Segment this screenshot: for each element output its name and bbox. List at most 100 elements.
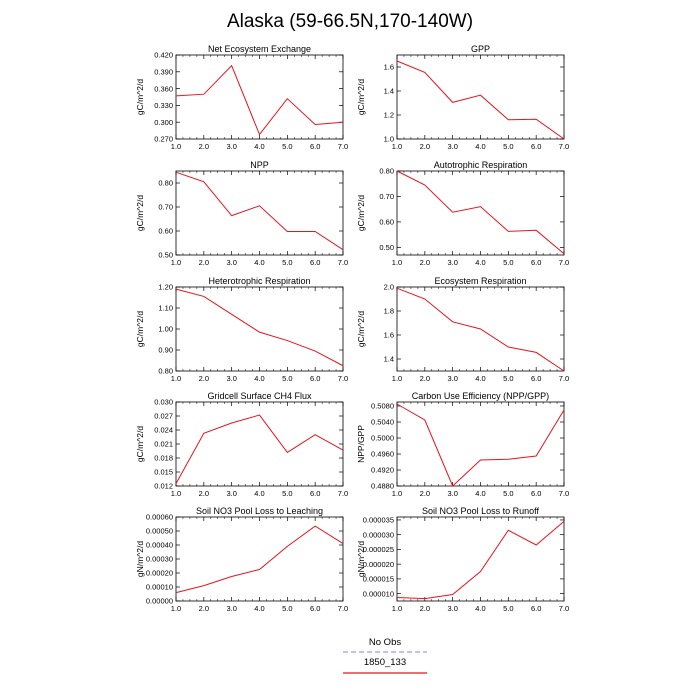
- y-tick-label: 1.0: [384, 135, 394, 144]
- x-tick-label: 5.0: [503, 604, 513, 613]
- x-tick-label: 5.0: [282, 374, 292, 383]
- y-tick-label: 0.4920: [371, 466, 394, 475]
- x-tick-label: 5.0: [282, 258, 292, 267]
- series-line: [175, 288, 344, 367]
- plot-frame: [396, 401, 565, 487]
- y-tick-label: 0.000020: [363, 560, 394, 569]
- y-axis-label: gC/m^2/d: [135, 426, 145, 462]
- x-tick-label: 7.0: [338, 142, 348, 151]
- panel-autotrophic-respiration: Autotrophic Respiration 1.0 2.0 3.0 4.0 5.0 6.…: [356, 160, 569, 267]
- panel-gpp: GPP 1.0 2.0 3.0 4.0 5.0 6.0 7.0 1.0 1.2 1.4 1.6 gC/m…: [356, 44, 569, 151]
- panel-title: Gridcell Surface CH4 Flux: [207, 391, 312, 401]
- x-tick-label: 7.0: [559, 604, 569, 613]
- x-tick-label: 2.0: [420, 258, 430, 267]
- plot-frame: [175, 286, 344, 372]
- panels: Net Ecosystem Exchange 1.0 2.0 3.0 4.0 5.0 6.0…: [135, 44, 569, 613]
- x-tick-label: 6.0: [531, 258, 541, 267]
- y-tick-label: 0.000010: [363, 589, 394, 598]
- x-tick-label: 7.0: [338, 604, 348, 613]
- y-tick-label: 0.00020: [146, 569, 173, 578]
- x-tick-label: 2.0: [199, 489, 209, 498]
- panel-title: NPP: [250, 160, 269, 170]
- y-tick-label: 1.20: [158, 283, 173, 292]
- x-tick-label: 4.0: [475, 374, 485, 383]
- y-tick-label: 0.360: [154, 84, 173, 93]
- y-tick-label: 0.60: [379, 218, 394, 227]
- x-tick-label: 7.0: [338, 489, 348, 498]
- y-axis-label: gC/m^2/d: [356, 79, 366, 115]
- x-tick-label: 7.0: [559, 142, 569, 151]
- y-tick-label: 0.300: [154, 118, 173, 127]
- y-tick-label: 0.027: [154, 412, 173, 421]
- y-tick-label: 0.021: [154, 440, 173, 449]
- panel-title: Net Ecosystem Exchange: [208, 44, 311, 54]
- x-tick-label: 7.0: [338, 258, 348, 267]
- x-tick-label: 2.0: [420, 489, 430, 498]
- y-tick-label: 0.00040: [146, 541, 173, 550]
- y-tick-label: 0.030: [154, 398, 173, 407]
- y-tick-label: 0.00030: [146, 555, 173, 564]
- x-tick-label: 3.0: [447, 604, 457, 613]
- x-tick-label: 1.0: [392, 142, 402, 151]
- series-line: [396, 403, 565, 487]
- x-tick-label: 3.0: [226, 604, 236, 613]
- x-tick-label: 1.0: [171, 604, 181, 613]
- x-tick-label: 5.0: [282, 142, 292, 151]
- panel-title: Carbon Use Efficiency (NPP/GPP): [412, 391, 549, 401]
- y-tick-label: 0.60: [158, 227, 173, 236]
- y-axis-label: NPP/GPP: [356, 425, 366, 463]
- plot-frame: [175, 54, 344, 140]
- y-tick-label: 0.90: [158, 346, 173, 355]
- panel-carbon-use-efficiency-npp-gpp: Carbon Use Efficiency (NPP/GPP) 1.0 2.0 3.0…: [356, 391, 569, 498]
- panel-title: Ecosystem Respiration: [434, 276, 526, 286]
- series-line: [175, 64, 344, 136]
- y-tick-label: 0.330: [154, 101, 173, 110]
- y-axis-label: gC/m^2/d: [135, 79, 145, 115]
- y-tick-label: 0.015: [154, 468, 173, 477]
- y-tick-label: 0.80: [158, 367, 173, 376]
- x-tick-label: 3.0: [447, 142, 457, 151]
- x-tick-label: 5.0: [503, 374, 513, 383]
- main-title: Alaska (59-66.5N,170-140W): [227, 11, 473, 32]
- y-tick-label: 0.270: [154, 135, 173, 144]
- x-tick-label: 1.0: [171, 374, 181, 383]
- x-tick-label: 6.0: [310, 258, 320, 267]
- y-tick-label: 0.00060: [146, 513, 173, 522]
- x-tick-label: 3.0: [447, 374, 457, 383]
- plot-frame: [396, 516, 565, 602]
- x-tick-label: 4.0: [475, 258, 485, 267]
- x-tick-label: 4.0: [254, 258, 264, 267]
- plot-frame: [175, 516, 344, 602]
- x-tick-label: 3.0: [226, 489, 236, 498]
- y-tick-label: 0.012: [154, 482, 173, 491]
- x-tick-label: 1.0: [171, 258, 181, 267]
- y-tick-label: 0.5000: [371, 434, 394, 443]
- y-axis-label: gN/m^2/d: [135, 541, 145, 577]
- x-tick-label: 1.0: [392, 374, 402, 383]
- y-tick-label: 1.4: [384, 87, 394, 96]
- x-tick-label: 4.0: [254, 142, 264, 151]
- y-tick-label: 1.4: [384, 355, 394, 364]
- x-tick-label: 4.0: [254, 604, 264, 613]
- y-tick-label: 0.70: [158, 203, 173, 212]
- x-tick-label: 6.0: [310, 142, 320, 151]
- panel-heterotrophic-respiration: Heterotrophic Respiration 1.0 2.0 3.0 4.0 5.0…: [135, 276, 348, 383]
- y-tick-label: 0.5080: [371, 402, 394, 411]
- y-tick-label: 0.420: [154, 51, 173, 60]
- x-tick-label: 2.0: [420, 604, 430, 613]
- y-tick-label: 2.0: [384, 283, 394, 292]
- y-tick-label: 0.00010: [146, 583, 173, 592]
- x-tick-label: 1.0: [392, 258, 402, 267]
- x-tick-label: 4.0: [254, 374, 264, 383]
- y-axis-label: gN/m^2/d: [356, 541, 366, 577]
- x-tick-label: 4.0: [475, 489, 485, 498]
- x-tick-label: 2.0: [199, 604, 209, 613]
- x-tick-label: 4.0: [475, 604, 485, 613]
- x-tick-label: 1.0: [392, 489, 402, 498]
- y-tick-label: 1.10: [158, 304, 173, 313]
- series-line: [175, 525, 344, 594]
- x-tick-label: 5.0: [503, 258, 513, 267]
- x-tick-label: 3.0: [447, 489, 457, 498]
- x-tick-label: 6.0: [531, 604, 541, 613]
- x-tick-label: 3.0: [226, 374, 236, 383]
